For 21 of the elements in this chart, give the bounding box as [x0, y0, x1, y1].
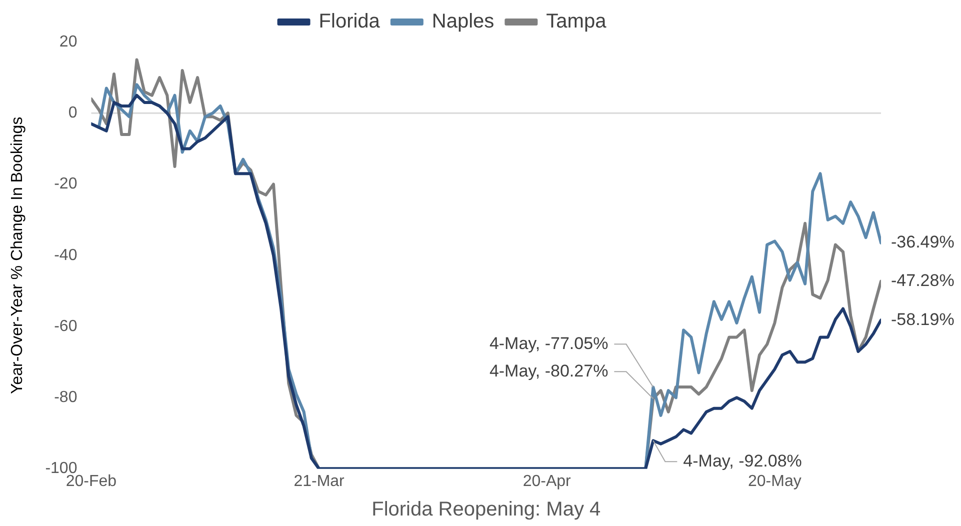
x-tick-label: 20-Feb: [66, 472, 117, 490]
x-tick-label: 21-Mar: [294, 472, 346, 490]
annotation: 4-May, -80.27%: [489, 361, 608, 380]
legend-label: Naples: [432, 10, 494, 33]
x-tick-label: 20-May: [748, 472, 802, 490]
annotation: 4-May, -92.08%: [683, 451, 802, 470]
annotation: -47.28%: [891, 270, 954, 290]
annotation: -36.49%: [891, 232, 954, 252]
x-axis-title: Florida Reopening: May 4: [372, 498, 601, 521]
annotation: -58.19%: [891, 310, 954, 329]
y-tick-label: -40: [54, 246, 78, 264]
y-tick-label: -20: [54, 176, 78, 193]
y-tick-label: 0: [68, 104, 78, 122]
legend-label: Florida: [318, 10, 381, 33]
x-tick-label: 20-Apr: [522, 472, 572, 490]
y-tick-label: -80: [54, 389, 78, 406]
annotation: 4-May, -77.05%: [489, 334, 608, 353]
y-tick-label: 20: [59, 33, 78, 50]
y-tick-label: -60: [54, 318, 78, 335]
y-axis-title: Year-Over-Year % Change In Bookings: [9, 116, 26, 394]
legend-label: Tampa: [546, 10, 608, 33]
